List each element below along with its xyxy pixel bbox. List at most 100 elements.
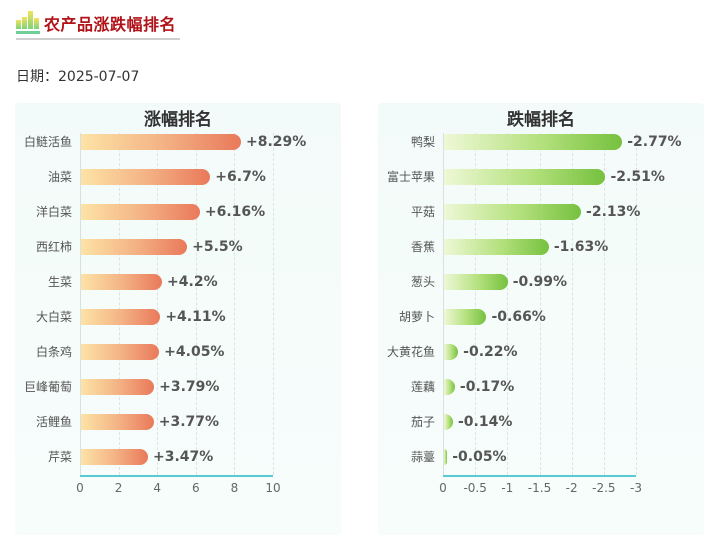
category-label: 西红柿	[35, 240, 72, 254]
bar[interactable]	[444, 309, 487, 325]
bar-chart-icon	[16, 10, 40, 34]
gridline	[603, 133, 605, 475]
bar-row: 蒜薹 -0.05%	[378, 449, 704, 465]
category-label: 白条鸡	[35, 345, 72, 359]
x-tick-label: -3	[630, 481, 642, 495]
x-axis-line	[443, 475, 636, 477]
category-label: 大黄花鱼	[386, 345, 435, 359]
bar[interactable]	[444, 204, 582, 220]
value-label: +6.7%	[215, 169, 266, 185]
value-label: -2.51%	[610, 169, 665, 185]
x-tick-label: 2	[114, 481, 123, 495]
bar[interactable]	[444, 239, 549, 255]
gainers-chart-panel: 涨幅排名 0 2 4 6 8 10 白鲢活鱼 +8.29% 油菜 +6.7% 洋白菜 +6.16% 西红…	[15, 103, 341, 535]
value-label: +3.79%	[159, 379, 220, 395]
gridline	[507, 133, 509, 475]
bar-row: 胡萝卜 -0.66%	[378, 309, 704, 325]
category-label: 芹菜	[47, 450, 72, 464]
gridline	[571, 133, 573, 475]
x-tick-label: -0.5	[463, 481, 487, 495]
bar-row: 莲藕 -0.17%	[378, 379, 704, 395]
bar-row: 大白菜 +4.11%	[15, 309, 341, 325]
bar-row: 葱头 -0.99%	[378, 274, 704, 290]
bar-row: 洋白菜 +6.16%	[15, 204, 341, 220]
value-label: +8.29%	[245, 134, 307, 150]
losers-chart-title: 跌幅排名	[507, 110, 575, 130]
bar[interactable]	[81, 169, 211, 185]
value-label: -0.14%	[458, 414, 513, 430]
bar[interactable]	[81, 239, 188, 255]
category-label: 巨峰葡萄	[23, 380, 72, 394]
x-tick-label: 8	[230, 481, 239, 495]
bar[interactable]	[81, 379, 155, 395]
value-label: -0.66%	[491, 309, 546, 325]
gridline	[273, 133, 274, 475]
category-label: 洋白菜	[35, 205, 72, 219]
page-title: 农产品涨跌幅排名	[44, 15, 177, 34]
category-label: 香蕉	[410, 240, 435, 254]
bar[interactable]	[444, 344, 459, 360]
value-label: +4.2%	[167, 274, 218, 290]
value-label: -2.77%	[627, 134, 682, 150]
bar-row: 西红柿 +5.5%	[15, 239, 341, 255]
bar-row: 白条鸡 +4.05%	[15, 344, 341, 360]
bar[interactable]	[444, 449, 448, 465]
bar-row: 活鲤鱼 +3.77%	[15, 414, 341, 430]
x-tick-label: -1	[501, 481, 514, 495]
bar[interactable]	[81, 309, 161, 325]
bar-row: 茄子 -0.14%	[378, 414, 704, 430]
x-tick-label: -2	[565, 481, 578, 495]
title-divider	[16, 38, 180, 40]
value-label: +3.77%	[158, 414, 220, 430]
x-tick-label: 0	[439, 481, 447, 495]
value-label: -0.17%	[459, 379, 515, 395]
category-label: 茄子	[410, 415, 435, 429]
gridline	[118, 133, 120, 475]
page-header: 农产品涨跌幅排名	[16, 8, 180, 40]
value-label: +3.47%	[152, 449, 214, 465]
bar[interactable]	[444, 274, 508, 290]
category-label: 平菇	[410, 205, 435, 219]
bar-row: 巨峰葡萄 +3.79%	[15, 379, 341, 395]
gridline	[234, 133, 236, 475]
category-label: 富士苹果	[386, 170, 435, 184]
bar-row: 大黄花鱼 -0.22%	[378, 344, 704, 360]
bar-row: 油菜 +6.7%	[15, 169, 341, 185]
x-tick-label: -1.5	[527, 481, 552, 495]
bar[interactable]	[81, 344, 160, 360]
category-label: 蒜薹	[410, 450, 435, 464]
bar[interactable]	[81, 414, 154, 430]
bar[interactable]	[444, 414, 453, 430]
category-label: 鸭梨	[410, 135, 435, 149]
x-tick-label: 0	[76, 481, 84, 495]
x-tick-label: 4	[153, 481, 162, 495]
value-label: -0.05%	[452, 449, 507, 465]
value-label: -0.99%	[512, 274, 568, 290]
value-label: -1.63%	[553, 239, 609, 255]
bar-row: 芹菜 +3.47%	[15, 449, 341, 465]
x-tick-label: 6	[191, 481, 200, 495]
value-label: +5.5%	[192, 239, 243, 255]
category-label: 油菜	[47, 170, 72, 184]
category-label: 白鲢活鱼	[23, 135, 72, 149]
value-label: -0.22%	[463, 344, 518, 360]
date-label: 日期：2025-07-07	[16, 69, 140, 85]
gridline	[475, 133, 477, 475]
value-label: +4.05%	[164, 344, 225, 360]
bar-row: 富士苹果 -2.51%	[378, 169, 704, 185]
gainers-chart-title: 涨幅排名	[144, 110, 212, 130]
bar[interactable]	[81, 204, 200, 220]
gridline	[195, 133, 197, 475]
bar[interactable]	[444, 134, 623, 150]
gridline	[157, 133, 159, 475]
y-axis-line	[80, 133, 81, 475]
bar[interactable]	[444, 169, 606, 185]
bar-row: 香蕉 -1.63%	[378, 239, 704, 255]
bar[interactable]	[81, 449, 148, 465]
losers-chart-panel: 跌幅排名 0 -0.5 -1 -1.5 -2 -2.5 -3 鸭梨 -2.77% 富士苹果 -2.5…	[378, 103, 704, 535]
category-label: 活鲤鱼	[35, 415, 72, 429]
bar[interactable]	[444, 379, 455, 395]
category-label: 胡萝卜	[398, 310, 435, 324]
bar[interactable]	[81, 134, 241, 150]
bar[interactable]	[81, 274, 163, 290]
